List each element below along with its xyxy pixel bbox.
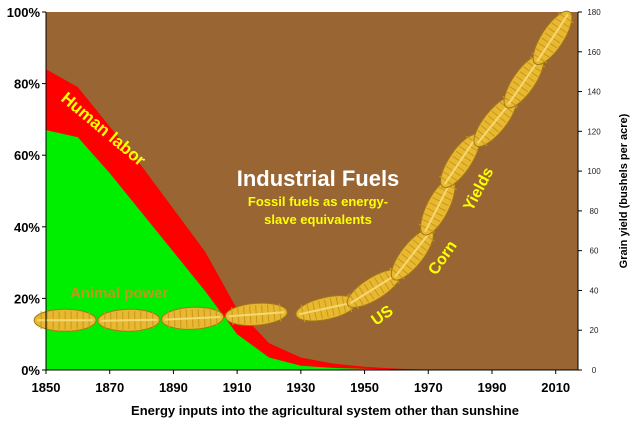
y-tick-label: 20% <box>14 291 40 306</box>
right-tick-label: 120 <box>587 127 601 136</box>
corn-yield-point <box>224 302 288 327</box>
corn-yield-point <box>295 294 358 323</box>
y-axis-right: 0 20 40 60 80 100 120 140 160 180 <box>577 8 601 375</box>
x-tick-label: 1850 <box>32 380 61 395</box>
right-tick-label: 40 <box>590 286 599 295</box>
x-tick-label: 1870 <box>95 380 124 395</box>
right-tick-label: 160 <box>587 48 601 57</box>
industrial-fuels-label: Industrial Fuels <box>237 166 400 191</box>
right-tick-label: 180 <box>587 8 601 17</box>
right-tick-label: 60 <box>590 247 599 256</box>
right-tick-label: 140 <box>587 88 601 97</box>
corn-yield-marks <box>33 10 574 332</box>
corn-yield-point <box>502 54 546 109</box>
right-axis-label: Grain yield (bushels per acre) <box>618 113 630 268</box>
y-tick-label: 60% <box>14 148 40 163</box>
x-tick-label: 1990 <box>478 380 507 395</box>
y-tick-label: 40% <box>14 220 40 235</box>
x-tick-label: 1910 <box>223 380 252 395</box>
corn-yield-point <box>97 308 161 332</box>
x-tick-label: 1890 <box>159 380 188 395</box>
animal-power-label: Animal power <box>70 285 169 302</box>
y-tick-label: 100% <box>7 5 41 20</box>
y-tick-label: 80% <box>14 77 40 92</box>
corn-yield-point <box>531 10 574 65</box>
x-tick-label: 1970 <box>414 380 443 395</box>
fossil-fuels-line2: slave equivalents <box>264 212 372 227</box>
corn-yield-point <box>439 134 482 189</box>
x-tick-label: 2010 <box>541 380 570 395</box>
right-tick-label: 100 <box>587 167 601 176</box>
y-axis-left: 0% 20% 40% 60% 80% 100% <box>7 5 47 378</box>
right-tick-label: 0 <box>592 366 597 375</box>
chart-caption: Energy inputs into the agricultural syst… <box>131 403 519 418</box>
corn-yield-point <box>161 306 225 330</box>
right-tick-label: 80 <box>590 207 599 216</box>
corn-yield-point <box>390 228 435 281</box>
x-axis: 1850 1870 1890 1910 1930 1950 1970 1990 2010 <box>32 369 578 395</box>
corn-yield-point <box>33 308 97 332</box>
y-tick-label: 0% <box>21 363 40 378</box>
x-tick-label: 1930 <box>286 380 315 395</box>
fossil-fuels-line1: Fossil fuels as energy- <box>248 194 388 209</box>
x-tick-label: 1950 <box>350 380 379 395</box>
right-tick-label: 20 <box>590 326 599 335</box>
